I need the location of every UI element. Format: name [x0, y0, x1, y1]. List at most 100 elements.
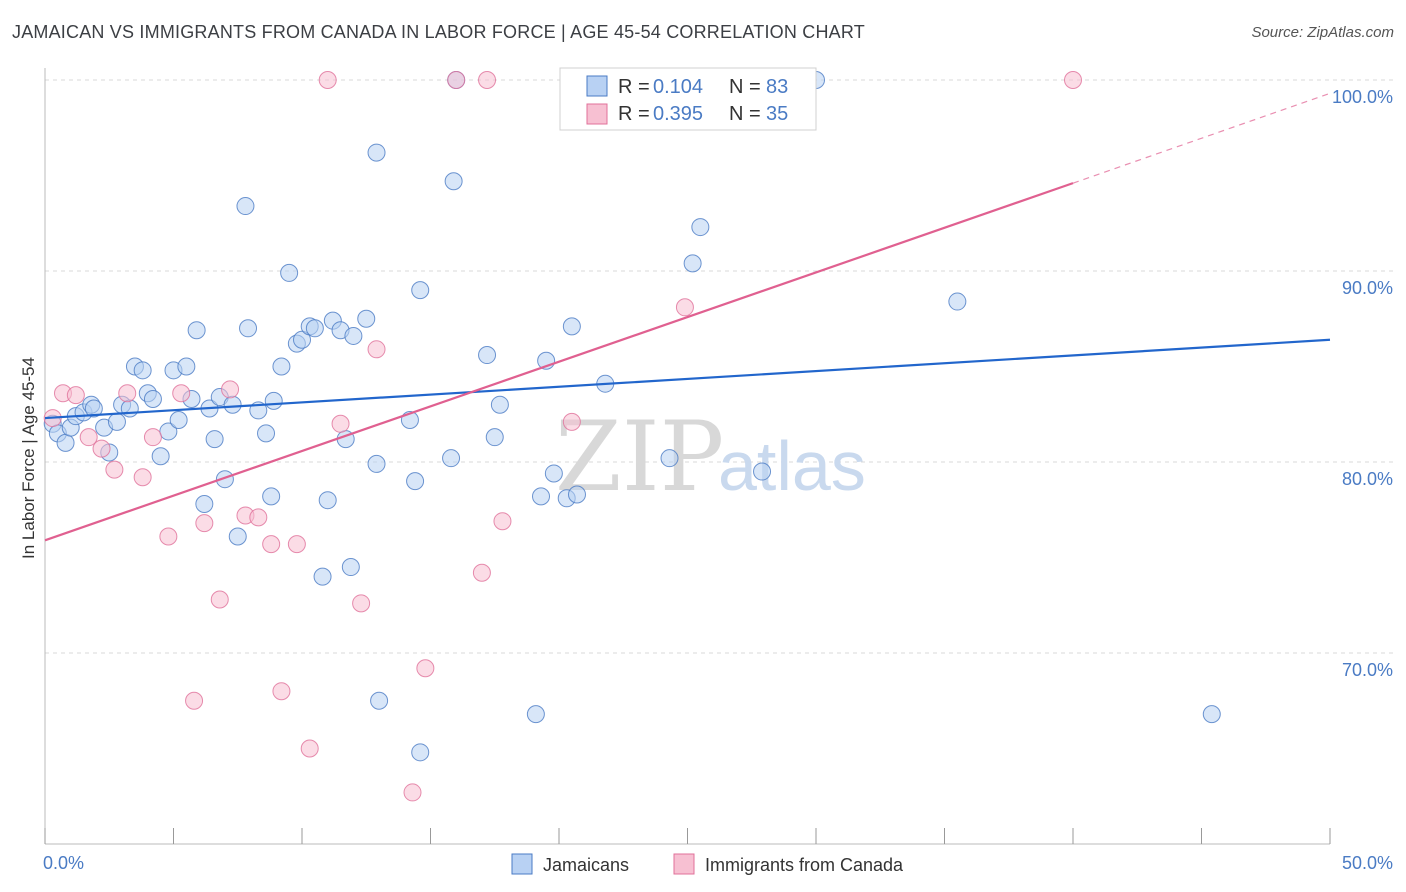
jamaican-point — [948, 292, 967, 311]
jamaican-point — [107, 412, 126, 431]
jamaican-point — [84, 399, 103, 418]
canada-trend-line-extension — [1072, 92, 1331, 184]
jamaican-point — [691, 218, 710, 237]
canada-point — [133, 468, 152, 487]
jamaican-point — [532, 487, 551, 506]
legend-n-value-1: 83 — [766, 76, 788, 98]
canada-point — [478, 71, 497, 89]
y-tick-label: 70.0% — [1342, 660, 1393, 680]
jamaican-point — [562, 317, 581, 336]
jamaican-point — [367, 143, 386, 162]
x-tick-labels: 0.0% 50.0% — [43, 853, 1393, 873]
bottom-legend-swatch-canada — [673, 853, 695, 875]
jamaican-point — [223, 395, 242, 414]
canada-point — [331, 414, 350, 433]
jamaican-point — [442, 449, 461, 468]
jamaican-point — [370, 691, 389, 710]
jamaican-point — [187, 321, 206, 340]
canada-point — [143, 428, 162, 447]
jamaican-point — [490, 395, 509, 414]
legend-r-label-2: R = — [618, 103, 650, 125]
jamaican-point — [151, 447, 170, 466]
jamaican-point — [120, 399, 139, 418]
canada-point — [272, 682, 291, 701]
jamaican-point — [272, 357, 291, 376]
jamaican-point — [257, 424, 276, 443]
canada-point — [262, 535, 281, 554]
data-points — [43, 71, 1221, 802]
x-tick-label: 50.0% — [1342, 853, 1393, 873]
jamaican-point — [133, 361, 152, 380]
canada-point — [221, 380, 240, 399]
canada-point — [447, 71, 466, 89]
canada-point — [493, 512, 512, 531]
canada-point — [249, 508, 268, 527]
jamaican-point — [313, 567, 332, 586]
x-tick-label: 0.0% — [43, 853, 84, 873]
legend-swatch-blue — [586, 75, 608, 97]
trend-lines — [44, 92, 1331, 542]
jamaican-point — [544, 464, 563, 483]
jamaican-trend-line — [44, 338, 1331, 420]
legend-swatch-pink — [586, 103, 608, 125]
bottom-legend-jamaicans: Jamaicans — [543, 855, 629, 875]
canada-point — [318, 71, 337, 89]
jamaican-point — [262, 487, 281, 506]
legend-r-value-2: 0.395 — [653, 103, 703, 125]
jamaican-point — [280, 263, 299, 282]
canada-point — [562, 412, 581, 431]
y-axis-label: In Labor Force | Age 45-54 — [19, 357, 38, 559]
legend-n-label-2: N = — [729, 103, 761, 125]
jamaican-point — [357, 309, 376, 328]
jamaican-point — [56, 433, 75, 452]
jamaican-point — [177, 357, 196, 376]
jamaican-point — [411, 281, 430, 300]
canada-point — [472, 563, 491, 582]
legend: R = 0.104 N = 83 R = 0.395 N = 35 — [559, 67, 817, 131]
canada-point — [185, 691, 204, 710]
y-tick-label: 90.0% — [1342, 278, 1393, 298]
axes — [44, 68, 1331, 845]
watermark: ZIP atlas — [555, 401, 866, 513]
bottom-legend-canada: Immigrants from Canada — [705, 855, 904, 875]
jamaican-point — [683, 254, 702, 273]
jamaican-point — [318, 491, 337, 510]
canada-point — [66, 386, 85, 405]
jamaican-point — [215, 470, 234, 489]
canada-point — [367, 340, 386, 359]
jamaican-point — [567, 485, 586, 504]
jamaican-point — [344, 326, 363, 345]
canada-point — [79, 428, 98, 447]
canada-point — [105, 460, 124, 479]
jamaican-point — [753, 462, 772, 481]
jamaican-point — [293, 330, 311, 349]
jamaican-point — [478, 346, 497, 365]
chart-title: JAMAICAN VS IMMIGRANTS FROM CANADA IN LA… — [12, 22, 865, 42]
jamaican-point — [526, 705, 545, 724]
canada-point — [300, 739, 319, 758]
canada-point — [159, 527, 178, 546]
canada-point — [287, 535, 306, 554]
jamaican-point — [205, 430, 224, 449]
canada-point — [172, 384, 191, 403]
jamaican-point — [1202, 705, 1221, 724]
canada-point — [195, 514, 214, 533]
jamaican-point — [143, 389, 162, 408]
bottom-legend-swatch-jamaicans — [511, 853, 533, 875]
canada-point — [416, 659, 435, 678]
canada-point — [92, 439, 111, 458]
jamaican-point — [305, 319, 324, 338]
y-tick-labels: 70.0% 80.0% 90.0% 100.0% — [1332, 87, 1393, 680]
canada-point — [118, 384, 137, 403]
y-tick-label: 100.0% — [1332, 87, 1393, 107]
canada-trend-line — [44, 182, 1074, 542]
jamaican-point — [485, 428, 504, 447]
legend-r-label-1: R = — [618, 76, 650, 98]
jamaican-point — [239, 319, 258, 338]
jamaican-point — [367, 454, 386, 473]
jamaican-point — [236, 197, 255, 216]
canada-point — [210, 590, 229, 609]
canada-point — [675, 298, 694, 317]
jamaican-point — [406, 472, 425, 491]
